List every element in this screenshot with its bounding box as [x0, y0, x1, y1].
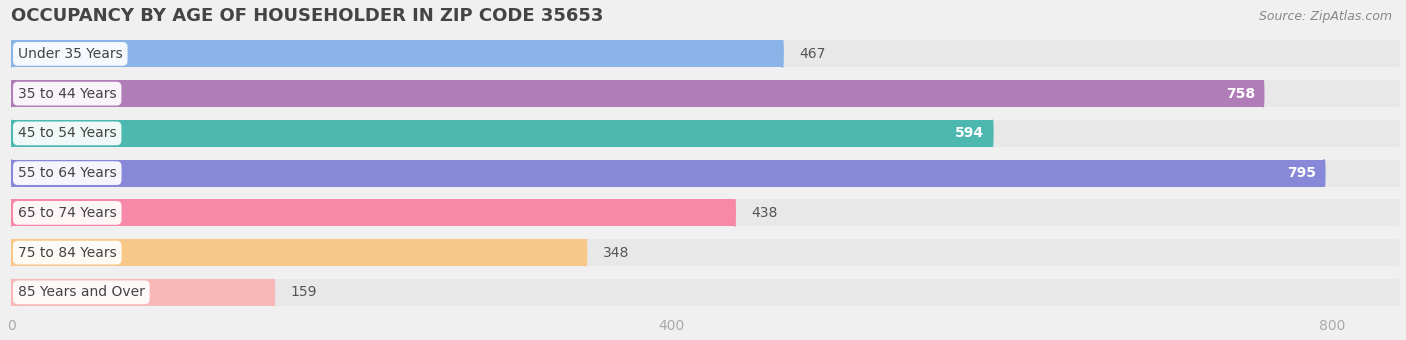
Bar — [11, 279, 274, 306]
Text: OCCUPANCY BY AGE OF HOUSEHOLDER IN ZIP CODE 35653: OCCUPANCY BY AGE OF HOUSEHOLDER IN ZIP C… — [11, 7, 603, 25]
Text: Under 35 Years: Under 35 Years — [18, 47, 122, 61]
Bar — [11, 120, 993, 147]
Bar — [11, 159, 1399, 187]
Bar — [11, 159, 1324, 187]
Text: 65 to 74 Years: 65 to 74 Years — [18, 206, 117, 220]
Text: 758: 758 — [1226, 87, 1256, 101]
Bar — [11, 40, 783, 67]
Text: 45 to 54 Years: 45 to 54 Years — [18, 126, 117, 140]
Bar — [11, 80, 1263, 107]
Text: 85 Years and Over: 85 Years and Over — [18, 285, 145, 299]
Bar — [11, 279, 1399, 306]
Bar — [11, 120, 1399, 147]
Text: Source: ZipAtlas.com: Source: ZipAtlas.com — [1258, 10, 1392, 23]
Bar — [11, 199, 1399, 226]
Text: 438: 438 — [751, 206, 778, 220]
Bar — [11, 239, 1399, 266]
Bar — [11, 80, 1399, 107]
Bar — [11, 239, 586, 266]
Text: 159: 159 — [291, 285, 316, 299]
Text: 75 to 84 Years: 75 to 84 Years — [18, 245, 117, 260]
Text: 594: 594 — [955, 126, 984, 140]
Text: 35 to 44 Years: 35 to 44 Years — [18, 87, 117, 101]
Text: 348: 348 — [603, 245, 628, 260]
Bar — [11, 40, 1399, 67]
Text: 467: 467 — [799, 47, 825, 61]
Bar — [11, 199, 735, 226]
Text: 55 to 64 Years: 55 to 64 Years — [18, 166, 117, 180]
Text: 795: 795 — [1286, 166, 1316, 180]
